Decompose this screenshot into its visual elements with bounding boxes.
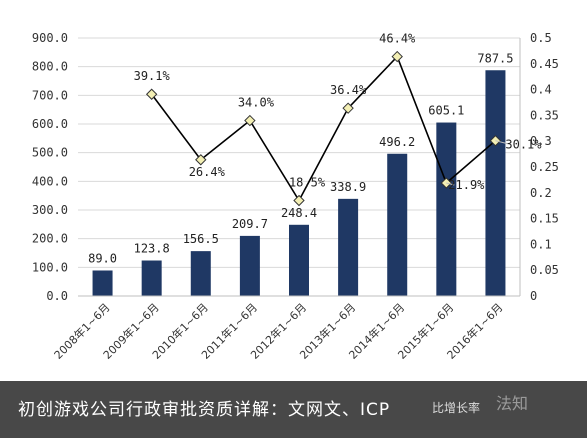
bar <box>92 270 113 296</box>
bar <box>338 198 359 296</box>
caption-bar <box>0 381 587 438</box>
right-axis-tick: 0.5 <box>530 31 552 45</box>
right-axis-tick: 0.05 <box>530 263 559 277</box>
right-axis-tick: 0 <box>530 289 537 303</box>
legend-series-name: 比增长率 <box>432 401 481 415</box>
right-axis-tick: 0.1 <box>530 237 552 251</box>
right-axis-tick: 0.2 <box>530 186 552 200</box>
bar-value-label: 89.0 <box>88 251 117 265</box>
bar-value-label: 496.2 <box>379 135 415 149</box>
left-axis-tick: 300.0 <box>32 203 68 217</box>
left-axis-tick: 500.0 <box>32 146 68 160</box>
growth-rate-line <box>151 55 496 203</box>
bar <box>239 235 260 296</box>
watermark: 法知 <box>496 394 529 413</box>
leader-line <box>446 182 455 186</box>
bar-value-label: 123.8 <box>134 242 170 256</box>
growth-rate-marker <box>244 114 256 127</box>
bar-value-label: 787.5 <box>477 51 513 65</box>
left-axis-tick: 700.0 <box>32 88 68 102</box>
right-axis-ticks: 0 0.05 0.1 0.15 0.2 0.25 0.3 0.35 0.4 0.45 0.5 <box>530 31 559 303</box>
right-axis-tick: 0.15 <box>530 212 559 226</box>
bar-value-label: 248.4 <box>281 206 317 220</box>
growth-rate-marker <box>195 154 207 166</box>
bar-value-label: 156.5 <box>183 232 219 246</box>
right-axis-tick: 0.25 <box>530 160 559 174</box>
left-axis-ticks: 0.0 100.0 200.0 300.0 400.0 500.0 600.0 700.0 80… <box>32 31 68 303</box>
bar-value-label: 605.1 <box>428 104 464 118</box>
left-axis-tick: 0.0 <box>46 289 68 303</box>
right-axis-tick: 0.3 <box>530 134 552 148</box>
bar <box>387 153 408 296</box>
growth-rate-label: 34.0% <box>238 96 275 110</box>
growth-rate-label: 30.1% <box>505 138 542 152</box>
growth-rate-marker <box>293 194 305 207</box>
x-axis-ticks: 2008年1~6月2009年1~6月2010年1~6月2011年1~6月2012… <box>51 300 506 362</box>
growth-rate-label: 18.5% <box>289 176 326 190</box>
growth-rate-labels: 39.1% 26.4% 34.0% 18.5% 36.4% 46.4% 21.9% 30.1% <box>134 32 543 192</box>
right-axis-tick: 0.45 <box>530 57 559 71</box>
bar <box>289 224 309 296</box>
bar <box>436 122 457 297</box>
left-axis-tick: 600.0 <box>32 117 68 131</box>
bar <box>190 251 211 296</box>
growth-rate-marker <box>145 88 158 100</box>
bar <box>485 70 506 296</box>
bar-value-labels: 89.0 123.8 156.5 209.7 248.4 338.9 496.2 605.1 7… <box>88 51 513 265</box>
left-axis-tick: 200.0 <box>32 232 68 246</box>
growth-rate-label: 36.4% <box>330 83 367 97</box>
growth-rate-marker <box>391 50 403 63</box>
left-axis-tick: 800.0 <box>32 60 68 74</box>
growth-rate-label: 26.4% <box>189 165 226 179</box>
left-axis-tick: 400.0 <box>32 174 68 188</box>
axes <box>78 38 521 297</box>
bar-value-label: 338.9 <box>330 180 366 194</box>
growth-rate-marker <box>342 102 354 114</box>
bar <box>141 260 162 296</box>
left-axis-tick: 100.0 <box>32 260 68 274</box>
right-axis-tick: 0.35 <box>530 108 559 122</box>
growth-rate-label: 39.1% <box>134 69 171 83</box>
bar-series <box>92 70 506 297</box>
bar-value-label: 209.7 <box>232 217 268 231</box>
left-axis-tick: 900.0 <box>32 31 68 45</box>
right-axis-tick: 0.4 <box>530 83 552 97</box>
caption-title: 初创游戏公司行政审批资质详解：文网文、ICP <box>18 400 391 420</box>
growth-rate-label: 21.9% <box>448 178 485 192</box>
growth-rate-series <box>145 50 502 207</box>
growth-rate-label: 46.4% <box>379 32 416 46</box>
leader-line <box>495 140 512 146</box>
